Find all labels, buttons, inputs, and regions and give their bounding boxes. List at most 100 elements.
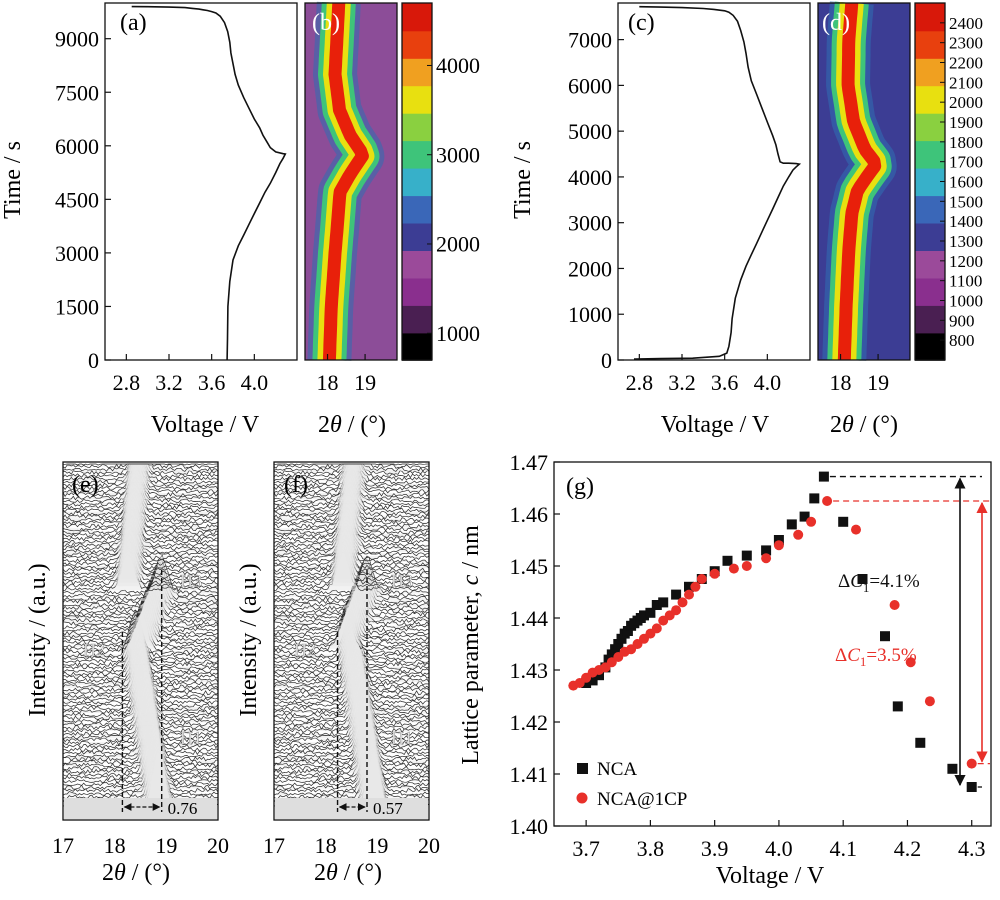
panel-b-colorbar-segment (402, 222, 432, 251)
panel-b-colorbar-segment (402, 57, 432, 87)
panel-g-lattice-parameter: 3.7 3.8 3.9 4.0 4.1 4.2 4.3 1.40 1.41 1.42 1.43 1.… (458, 450, 992, 889)
panel-g-ytick-label: 1.46 (510, 502, 549, 527)
panel-e-ylabel: Intensity / (a.u.) (25, 563, 51, 716)
nca-point (622, 626, 633, 636)
panel-c-xtick-label: 4.0 (754, 370, 782, 395)
nca-point (947, 763, 958, 774)
panel-e-pattern-line (62, 554, 219, 595)
panel-f-xrd-waterfall: 0.57 H2 H3 H1 17 18 19 20 (f) 2θ / (°) Intensi… (236, 461, 440, 886)
nca-1cp-point (761, 553, 772, 564)
panel-c-ytick-label: 4000 (568, 165, 612, 190)
panel-b-colorbar-segment (402, 305, 432, 334)
panel-c-xlabel: Voltage / V (661, 412, 770, 438)
panel-d-colorbar-label: 2100 (949, 73, 983, 92)
panel-c-xtick-label: 3.6 (711, 370, 739, 395)
panel-f-pattern-line (274, 706, 430, 758)
nca-1cp-point (690, 581, 701, 592)
panel-e-xlabel: 2θ / (°) (102, 860, 170, 886)
panel-f-pattern-line (273, 731, 430, 790)
panel-b-peak-band (322, 1, 369, 362)
panel-c-xtick-label: 2.8 (626, 370, 654, 395)
panel-a-xtick-label: 2.8 (113, 370, 141, 395)
delta-c-nca-1cp-label: ΔC1=3.5% (835, 645, 917, 669)
nca-point (761, 545, 772, 556)
panel-e-pattern-line (62, 739, 219, 796)
panel-a-ylabel: Time / s (0, 141, 26, 219)
panel-d-colorbar-label: 1100 (949, 272, 982, 291)
panel-d-colorbar-segment (915, 112, 945, 142)
panel-g-xtick-label: 3.7 (572, 836, 600, 861)
delta-c-nca-label: ΔC1=4.1% (838, 571, 920, 595)
panel-d-colorbar-label: 1400 (949, 212, 983, 231)
nca-point (587, 675, 598, 686)
legend-label-nca-1cp: NCA@1CP (597, 789, 687, 810)
panel-e-xtick-label: 17 (52, 833, 74, 858)
panel-d-xtick-label: 19 (867, 370, 889, 395)
panel-c-ytick-label: 0 (601, 348, 612, 373)
panel-f-pattern-line (273, 714, 430, 771)
panel-e-xrd-waterfall: 0.76 H2 H3 H1 17 18 19 20 (e) 2θ / (°) Intensi… (25, 461, 229, 886)
panel-d-colorbar-segment (915, 85, 945, 114)
nca-point (613, 639, 624, 649)
panel-d-colorbar-label: 1600 (949, 172, 983, 191)
nca-1cp-point (709, 568, 720, 579)
panel-f-pattern-line (273, 723, 430, 781)
panel-b-colorbar-label: 3000 (436, 142, 480, 167)
panel-g-label: (g) (566, 474, 594, 500)
panel-e-pattern-line (62, 463, 218, 466)
nca-1cp-point (741, 561, 752, 571)
panel-b-xtick-label: 19 (354, 370, 376, 395)
nca-1cp-point (924, 696, 935, 707)
nca-1cp-point (822, 496, 833, 506)
panel-g-ytick-label: 1.41 (510, 762, 549, 787)
nca-1cp-point (684, 589, 694, 600)
nca-point (651, 600, 662, 610)
panel-a-ytick-label: 6000 (55, 134, 99, 159)
panel-f-pattern-line (273, 727, 430, 784)
nca-point (966, 782, 977, 792)
nca-point (818, 471, 829, 482)
nca-point (658, 597, 669, 608)
panel-b-colorbar-label: 2000 (436, 232, 480, 257)
nca-point (880, 631, 890, 642)
nca-point (684, 581, 694, 592)
panel-b-label: (b) (312, 10, 340, 36)
panel-d-colorbar-segment (915, 250, 945, 279)
nca-1cp-point (889, 600, 900, 610)
panel-f-pattern-line (273, 711, 430, 765)
panel-d-colorbar-label: 1700 (949, 153, 983, 172)
panel-f-xtick-label: 19 (366, 833, 388, 858)
panel-d-colorbar-label: 1300 (949, 232, 983, 251)
panel-c-ytick-label: 2000 (568, 256, 612, 281)
panel-b-xlabel: 2θ / (°) (318, 412, 386, 438)
panel-b-colorbar-segment (402, 250, 432, 279)
nca-point (671, 589, 682, 600)
panel-g-xtick-label: 4.1 (829, 836, 857, 861)
panel-b-colorbar-segment (402, 167, 432, 197)
panel-e-pattern-line (62, 561, 219, 601)
panel-e-pattern-line (62, 734, 219, 790)
nca-point (616, 633, 627, 644)
panel-c-frame (617, 2, 811, 361)
panel-e-pattern-line (62, 556, 219, 598)
nca-1cp-point (696, 574, 707, 584)
panel-f-pattern-line (273, 463, 429, 466)
panel-d-colorbar-label: 1000 (949, 291, 983, 310)
nca-point (773, 535, 784, 545)
panel-b-heatmap: 1000 2000 3000 4000 18 19 (b) 2θ / (°) (304, 0, 480, 438)
panel-f-pattern-line (273, 701, 430, 756)
panel-a-voltage-curve (131, 5, 287, 361)
panel-b-colorbar-segment (402, 332, 432, 361)
panel-g-xtick-label: 4.3 (958, 836, 986, 861)
nca-point (786, 519, 797, 530)
panel-e-xtick-label: 19 (155, 833, 177, 858)
panel-g-xtick-label: 3.9 (701, 836, 729, 861)
panel-d-xtick-label: 18 (830, 370, 852, 395)
panel-d-peak-band (837, 1, 882, 362)
panel-f-separation-label: 0.57 (373, 799, 403, 818)
legend: NCA NCA@1CP (576, 759, 687, 810)
panel-g-xtick-label: 4.2 (894, 836, 922, 861)
nca-point (610, 644, 621, 655)
panel-e-pattern-line (62, 729, 219, 787)
panel-b-xtick-label: 18 (317, 370, 339, 395)
